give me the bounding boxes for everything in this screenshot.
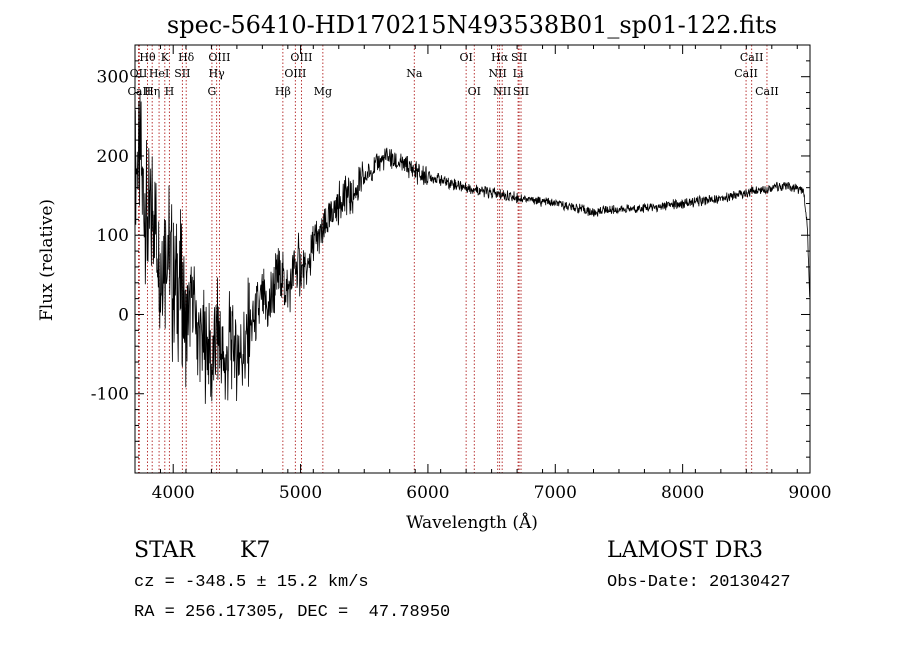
spectrum-series-0 <box>134 92 811 404</box>
line-label-1: OII <box>130 67 148 80</box>
object-class: STAR <box>134 538 195 563</box>
x-tick-label: 7000 <box>534 483 577 503</box>
line-label-2: CaII <box>127 85 151 98</box>
line-label-3: K <box>161 51 170 64</box>
chart-title: spec-56410-HD170215N493538B01_sp01-122.f… <box>167 11 777 39</box>
line-label-19: Hα <box>491 51 509 64</box>
x-tick-label: 9000 <box>788 483 831 503</box>
line-label-26: CaII <box>734 67 758 80</box>
line-label-7: SII <box>174 67 190 80</box>
line-label-22: SII <box>511 51 527 64</box>
y-axis-label: Flux (relative) <box>37 199 57 321</box>
line-label-13: OIII <box>290 51 312 64</box>
x-tick-label: 6000 <box>406 483 449 503</box>
line-label-20: NII <box>489 67 507 80</box>
line-label-9: OIII <box>208 51 230 64</box>
line-label-16: Na <box>406 67 423 80</box>
y-tick-label: 0 <box>118 305 129 325</box>
line-label-23: Li <box>513 67 524 80</box>
line-label-24: SII <box>513 85 529 98</box>
line-label-0: Hθ <box>139 51 156 64</box>
line-label-18: OI <box>468 85 481 98</box>
line-label-11: G <box>208 85 217 98</box>
plot-frame <box>134 44 811 474</box>
redshift-velocity: cz = -348.5 ± 15.2 km/s <box>134 573 369 592</box>
ra-dec: RA = 256.17305, DEC = 47.78950 <box>134 603 451 622</box>
line-label-15: Mg <box>314 85 332 98</box>
line-label-12: Hβ <box>275 85 291 98</box>
line-label-25: CaII <box>740 51 764 64</box>
line-label-6: H <box>165 85 175 98</box>
line-label-17: OI <box>459 51 472 64</box>
y-tick-label: -100 <box>91 385 129 405</box>
line-label-27: CaII <box>755 85 779 98</box>
spectral-line-markers <box>137 45 768 473</box>
y-tick-label: 200 <box>97 147 129 167</box>
axis-ticks: 4000 5000 6000 7000 8000 9000 -100 0 100 200 300 <box>91 44 832 503</box>
line-label-21: NII <box>493 85 511 98</box>
x-tick-label: 5000 <box>279 483 322 503</box>
object-subclass: K7 <box>240 538 271 563</box>
line-label-5: Hη <box>144 85 160 98</box>
x-tick-label: 8000 <box>661 483 704 503</box>
survey-name: LAMOST DR3 <box>607 538 763 563</box>
series-layer <box>134 92 811 404</box>
x-axis-label: Wavelength (Å) <box>406 512 538 533</box>
observation-date: Obs-Date: 20130427 <box>607 573 791 592</box>
spectral-line-labels: Hθ OII CaII K HeI Hη H SII Hδ OIII Hγ G Hβ OIII OIII Mg… <box>127 51 778 98</box>
x-tick-label: 4000 <box>152 483 195 503</box>
y-tick-label: 100 <box>97 226 129 246</box>
line-label-10: Hγ <box>209 67 226 80</box>
line-label-8: Hδ <box>178 51 195 64</box>
line-label-4: HeI <box>149 67 169 80</box>
line-label-14: OIII <box>284 67 306 80</box>
y-tick-label: 300 <box>97 68 129 88</box>
